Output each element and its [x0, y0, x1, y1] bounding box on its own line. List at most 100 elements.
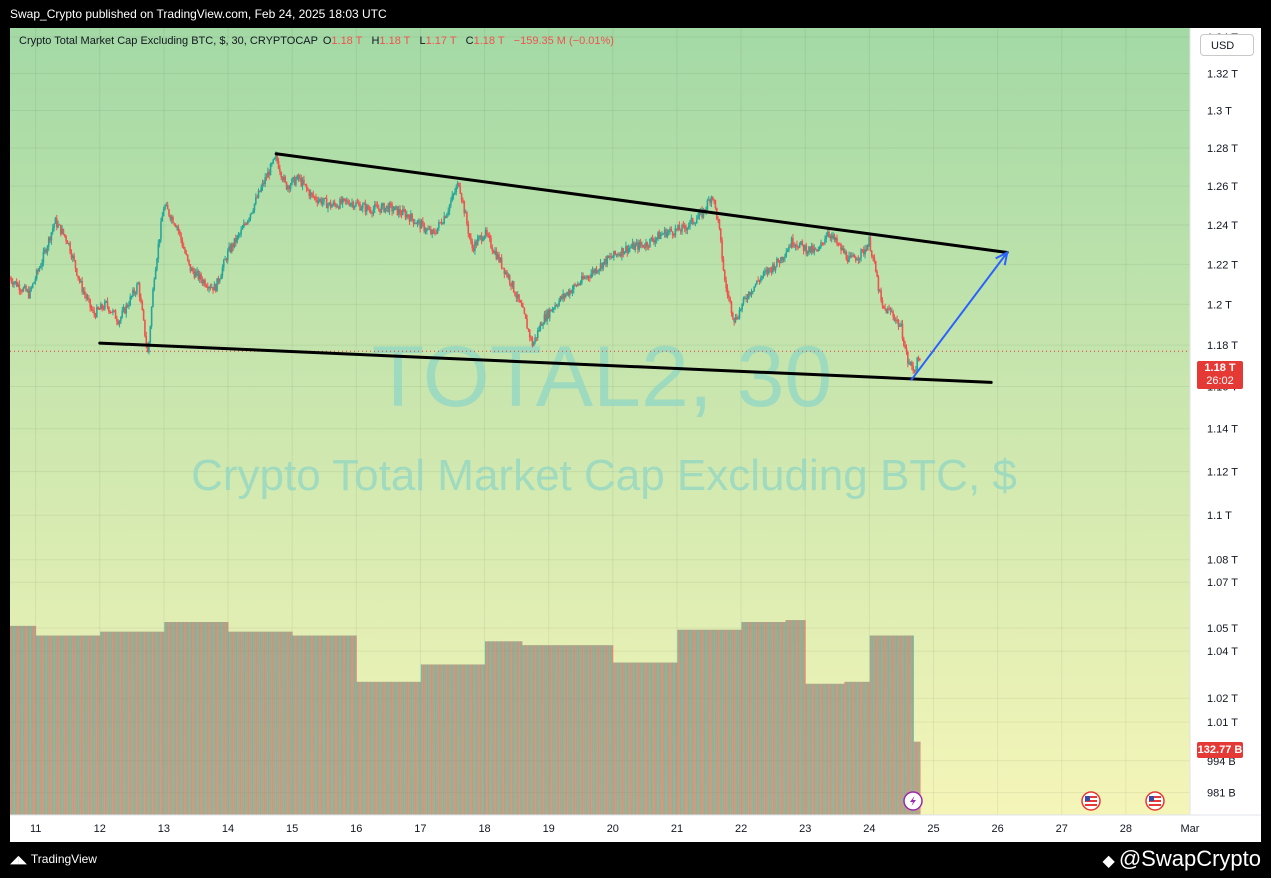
- volume-bar: [70, 635, 73, 815]
- volume-bar: [565, 645, 567, 815]
- volume-bar: [220, 622, 222, 815]
- volume-bar: [471, 664, 473, 815]
- volume-bar: [424, 664, 427, 815]
- candle-body: [149, 326, 152, 343]
- chart-frame[interactable]: TOTAL2, 30 Crypto Total Market Cap Exclu…: [10, 28, 1261, 842]
- candle-body: [903, 338, 905, 346]
- candle-body: [742, 297, 745, 304]
- candle-body: [683, 225, 686, 229]
- symbol-name[interactable]: Crypto Total Market Cap Excluding BTC, $…: [19, 35, 318, 47]
- event-markers[interactable]: [903, 791, 1165, 811]
- volume-bar: [398, 681, 400, 815]
- volume-bar: [698, 629, 701, 815]
- volume-bar: [305, 635, 308, 815]
- candle-body: [718, 219, 721, 229]
- volume-bar: [463, 664, 465, 815]
- time-tick-label: 18: [478, 823, 490, 835]
- volume-bar: [499, 641, 502, 815]
- lightning-icon[interactable]: [903, 791, 923, 811]
- candle-body: [905, 347, 908, 352]
- volume-bar: [714, 629, 717, 815]
- candle-body: [666, 232, 669, 237]
- candle-body: [415, 223, 417, 225]
- candle-body: [169, 215, 172, 220]
- volume-bar: [420, 664, 423, 815]
- volume-bar: [773, 622, 775, 815]
- volume-bar: [329, 635, 332, 815]
- time-tick-label: 26: [991, 823, 1003, 835]
- us-flag-icon[interactable]: [1081, 791, 1101, 811]
- volume-bar: [748, 622, 750, 815]
- volume-bar: [718, 629, 721, 815]
- candle-body: [833, 234, 836, 240]
- us-flag-icon[interactable]: [1145, 791, 1165, 811]
- candle-body: [376, 205, 379, 209]
- volume-bar: [169, 622, 172, 815]
- volume-bar: [915, 741, 917, 815]
- candle-body: [157, 243, 160, 259]
- volume-bar: [327, 635, 329, 815]
- volume-bar: [386, 681, 388, 815]
- volume-bar: [543, 645, 546, 815]
- candle-body: [325, 198, 328, 209]
- volume-bar: [760, 622, 762, 815]
- candle-body: [670, 228, 673, 232]
- candle-body: [681, 224, 683, 232]
- volume-bar: [907, 635, 909, 815]
- candle-body: [395, 206, 397, 208]
- candle-body: [316, 200, 319, 203]
- candle-body: [641, 244, 643, 246]
- tradingview-brand[interactable]: ◢◣ TradingView: [10, 852, 97, 866]
- volume-bar: [857, 681, 860, 815]
- symbol-legend[interactable]: Crypto Total Market Cap Excluding BTC, $…: [19, 35, 620, 47]
- candle-body: [448, 204, 451, 212]
- volume-bar: [706, 629, 709, 815]
- candle-body: [41, 262, 43, 267]
- candle-body: [245, 223, 248, 225]
- volume-bar: [587, 645, 590, 815]
- volume-bar: [856, 681, 858, 815]
- price-tick-label: 1.26 T: [1207, 181, 1238, 193]
- candle-body: [768, 267, 770, 274]
- candle-body: [129, 296, 132, 306]
- candle-body: [229, 246, 232, 252]
- chart[interactable]: TOTAL2, 30 Crypto Total Market Cap Exclu…: [10, 28, 1261, 842]
- volume-bar: [889, 635, 892, 815]
- candle-body: [259, 190, 261, 192]
- candle-body: [104, 301, 106, 310]
- volume-bar: [371, 681, 373, 815]
- volume-bar: [753, 622, 755, 815]
- candle-body: [762, 272, 765, 277]
- time-axis[interactable]: [10, 815, 1261, 842]
- volume-bar: [690, 629, 693, 815]
- drawings[interactable]: [98, 152, 1009, 384]
- currency-button[interactable]: USD: [1200, 34, 1254, 56]
- volume-bar: [762, 622, 765, 815]
- volume-bar: [403, 681, 405, 815]
- volume-bar: [321, 635, 324, 815]
- price-tick-label: 1.3 T: [1207, 105, 1232, 117]
- candle-body: [456, 182, 459, 187]
- volume-bar: [550, 645, 552, 815]
- volume-bar: [602, 645, 604, 815]
- candle-body: [172, 216, 174, 224]
- candle-body: [472, 248, 475, 251]
- volume-bar: [848, 681, 850, 815]
- volume-bar: [320, 635, 322, 815]
- candle-body: [689, 220, 691, 226]
- candle-body: [543, 314, 546, 325]
- volume-bar: [340, 635, 343, 815]
- volume-bar: [316, 635, 318, 815]
- volume-bar: [195, 622, 197, 815]
- candle-body: [403, 209, 405, 212]
- candle-body: [861, 249, 864, 251]
- volume-bar: [394, 681, 396, 815]
- volume-bar: [348, 635, 351, 815]
- candle-body: [610, 256, 613, 258]
- volume-bar: [825, 683, 828, 815]
- volume-bar: [539, 645, 542, 815]
- candle-body: [495, 250, 498, 260]
- price-axis[interactable]: [1190, 28, 1261, 815]
- candle-body: [381, 203, 384, 206]
- volume-bar: [177, 622, 180, 815]
